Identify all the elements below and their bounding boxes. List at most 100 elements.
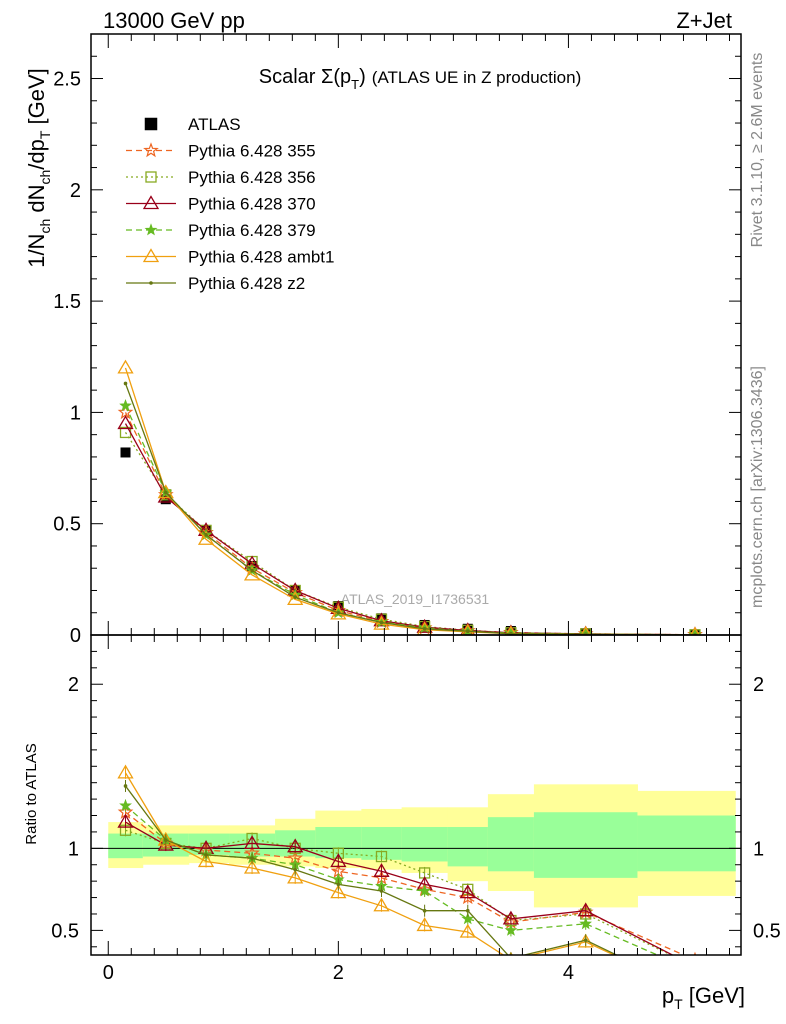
side-text-top: Rivet 3.1.10, ≥ 2.6M events <box>749 53 766 248</box>
point-z2 <box>163 838 168 842</box>
point-p370 <box>287 838 304 853</box>
point-ambt1 <box>416 917 433 932</box>
point-z2 <box>422 908 427 913</box>
point-z2 <box>379 889 384 893</box>
point-z2 <box>583 938 588 943</box>
main-ytick-label: 1 <box>70 402 81 424</box>
point-p370 <box>577 902 594 917</box>
legend-marker-z2 <box>149 281 153 285</box>
legend-marker-ambt1 <box>142 248 160 263</box>
main-ytick-label: 1.5 <box>53 291 81 313</box>
band-inner-bin <box>487 817 535 872</box>
ratio-frame <box>90 634 742 956</box>
point-z2 <box>123 381 128 386</box>
point-z2 <box>422 626 427 631</box>
main-ytick-label: 2 <box>70 180 81 202</box>
legend-marker-p356 <box>145 171 157 183</box>
ratio-ytick-label-right: 1 <box>753 838 764 860</box>
point-p379 <box>690 966 700 975</box>
point-ambt1 <box>117 359 134 374</box>
main-series-group <box>117 359 703 635</box>
point-ambt1 <box>117 764 134 779</box>
series-line-z2 <box>124 785 619 955</box>
legend-label-data: ATLAS <box>188 115 241 134</box>
point-ambt1 <box>287 869 304 884</box>
ratio-ytick-label: 1 <box>68 838 79 860</box>
point-p355 <box>117 404 134 420</box>
legend-entry-p355: Pythia 6.428 355 <box>126 142 316 161</box>
series-data <box>120 447 700 635</box>
point-z2 <box>250 568 254 573</box>
point-ambt1 <box>373 897 390 912</box>
legend-label-p356: Pythia 6.428 356 <box>188 168 316 187</box>
ratio-ylabel: Ratio to ATLAS <box>23 743 40 844</box>
point-z2 <box>509 631 513 635</box>
legend-label-p355: Pythia 6.428 355 <box>188 142 316 161</box>
point-p356 <box>690 961 700 971</box>
legend-entry-ambt1: Pythia 6.428 ambt1 <box>126 248 334 267</box>
header-left: 13000 GeV pp <box>103 8 245 33</box>
main-ytick-label: 2.5 <box>53 69 81 91</box>
point-z2 <box>509 956 513 960</box>
legend: ATLAS Pythia 6.428 355 Pythia 6.428 356 Pyt… <box>126 115 334 293</box>
band-inner-bin <box>637 815 736 872</box>
point-ambt1 <box>580 625 591 635</box>
point-z2 <box>293 867 298 872</box>
point-p379 <box>119 798 132 812</box>
point-p370 <box>459 884 476 899</box>
ratio-series-group <box>117 764 702 975</box>
band-inner-bin <box>188 833 230 855</box>
point-p379 <box>418 884 432 897</box>
point-ambt1 <box>330 884 347 899</box>
point-z2 <box>250 856 254 860</box>
point-p379 <box>461 912 475 925</box>
ratio-ytick-label-right: 2 <box>753 674 764 696</box>
legend-label-p370: Pythia 6.428 370 <box>188 195 316 214</box>
point-z2 <box>293 595 298 599</box>
band-inner-bin <box>401 827 449 862</box>
series-line-p355 <box>125 811 686 955</box>
point-p379 <box>579 917 592 930</box>
x-axis-label: pT [GeV] <box>662 983 745 1012</box>
band-inner-bin <box>533 812 638 878</box>
legend-marker-data <box>144 117 158 131</box>
axes-group: 0 0.5 1 1.5 2 2.5 0.5 0.5 1 1 2 2 0 2 4 <box>51 33 781 984</box>
legend-entry-p379: Pythia 6.428 379 <box>126 221 316 240</box>
chart-title: Scalar Σ(pT) (ATLAS UE in Z production) <box>259 66 581 92</box>
point-z2 <box>123 784 128 788</box>
watermark: ATLAS_2019_I1736531 <box>341 591 490 607</box>
legend-label-z2: Pythia 6.428 z2 <box>188 274 305 293</box>
series-line-ambt1 <box>124 772 616 955</box>
point-ambt1 <box>505 625 517 635</box>
series-line-p355 <box>124 412 696 635</box>
point-p370 <box>373 863 390 877</box>
xtick-label: 4 <box>563 962 574 984</box>
point-p370 <box>330 853 347 868</box>
legend-entry-data: ATLAS <box>144 115 241 134</box>
point-p370 <box>688 959 702 971</box>
series-z2 <box>123 381 697 635</box>
point-p370 <box>117 813 134 828</box>
legend-label-p379: Pythia 6.428 379 <box>188 221 316 240</box>
main-ytick-label: 0.5 <box>53 514 81 536</box>
point-z2 <box>336 882 341 887</box>
xtick-label: 0 <box>103 962 114 984</box>
point-p370 <box>243 835 261 850</box>
point-ambt1 <box>243 566 261 581</box>
ratio-uncertainty-bands <box>91 784 741 908</box>
legend-marker-p370 <box>142 195 160 210</box>
band-inner-bin <box>108 833 144 859</box>
band-inner-bin <box>447 827 489 867</box>
point-z2 <box>336 610 341 615</box>
legend-marker-p355 <box>143 142 159 158</box>
main-ytick-label: 0 <box>70 625 81 647</box>
point-data <box>120 447 131 458</box>
point-ambt1 <box>197 853 215 868</box>
point-z2 <box>163 490 168 495</box>
legend-label-ambt1: Pythia 6.428 ambt1 <box>188 248 334 267</box>
header-right: Z+Jet <box>676 8 732 33</box>
point-p356 <box>375 850 388 863</box>
point-ambt1 <box>690 626 700 635</box>
point-ambt1 <box>157 484 174 499</box>
point-z2 <box>465 908 470 913</box>
